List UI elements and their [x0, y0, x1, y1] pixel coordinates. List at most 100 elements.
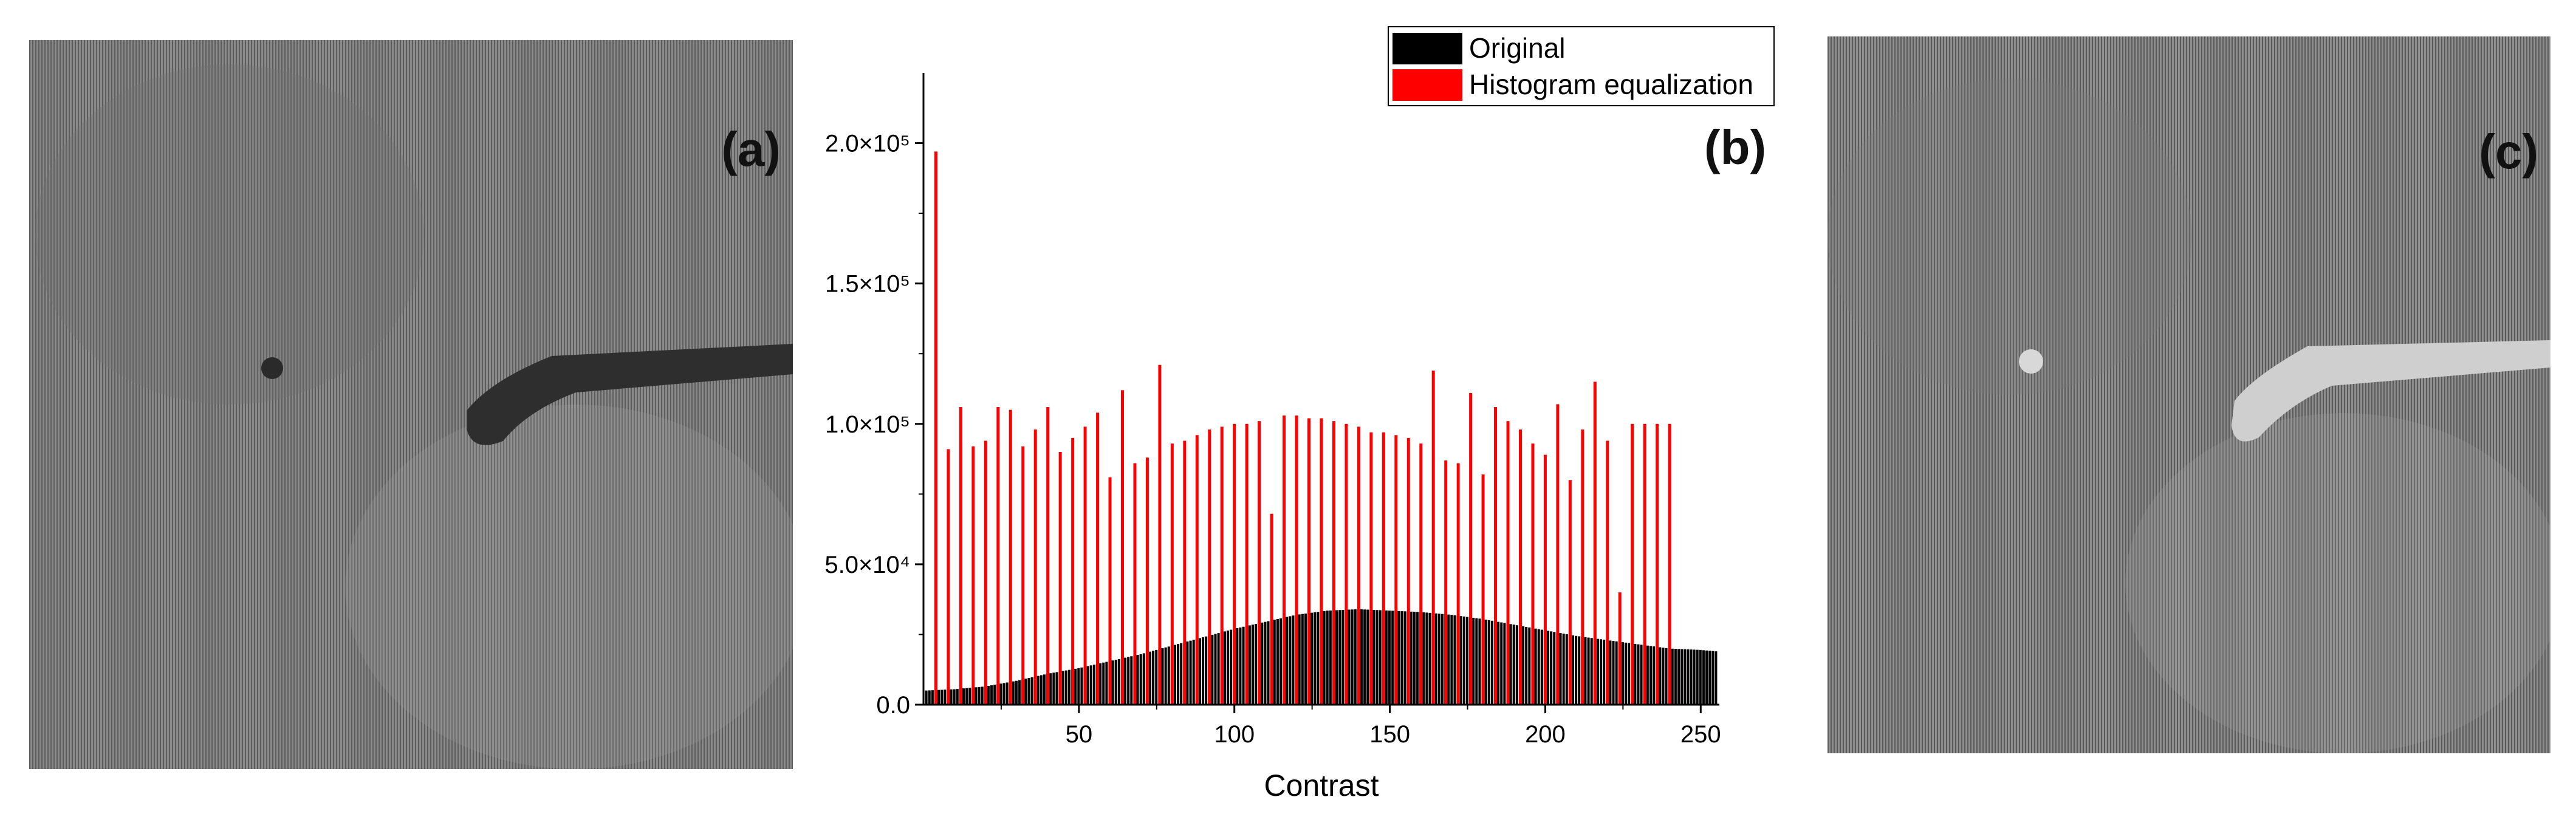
bar-equalized: [984, 440, 987, 705]
bar-equalized: [1258, 421, 1261, 705]
x-tick-label: 200: [1525, 721, 1566, 748]
bar-original: [1292, 615, 1295, 705]
bar-original: [1239, 627, 1242, 705]
bar-original: [1478, 618, 1481, 705]
bar-original: [1634, 643, 1637, 705]
bar-original: [1711, 651, 1714, 705]
bar-original: [1286, 617, 1289, 705]
bar-original: [1264, 621, 1267, 705]
bar-equalized: [1643, 423, 1646, 705]
bar-original: [1335, 610, 1338, 705]
bar-equalized: [1183, 440, 1187, 705]
bar-equalized: [1058, 452, 1062, 705]
bar-original: [1192, 640, 1195, 705]
defect-spot: [2019, 349, 2043, 374]
bar-original: [1064, 670, 1067, 705]
bar-original: [1624, 642, 1628, 705]
bar-equalized: [1357, 426, 1360, 705]
bar-equalized: [1133, 463, 1137, 705]
bar-original: [1214, 634, 1217, 705]
bar-original: [1251, 624, 1254, 705]
bar-original: [962, 688, 965, 705]
bar-original: [1571, 635, 1575, 705]
bar-original: [1301, 614, 1304, 705]
bar-original: [1690, 649, 1693, 705]
bar-original: [1360, 609, 1363, 705]
bar-original: [1693, 649, 1696, 705]
bar-original: [1348, 609, 1351, 705]
bar-original: [1640, 645, 1643, 705]
bar-original: [1553, 632, 1556, 705]
bar-equalized: [1345, 423, 1348, 705]
bar-original: [1230, 629, 1233, 705]
bar-equalized: [1158, 364, 1162, 705]
bar-original: [1534, 628, 1537, 705]
bar-original: [1323, 611, 1326, 705]
bar-original: [1599, 639, 1603, 705]
panel-label-c: (c): [2479, 125, 2538, 179]
bar-equalized: [1431, 370, 1435, 705]
bar-equalized: [1145, 457, 1149, 705]
bar-original: [1659, 647, 1662, 705]
bar-original: [1142, 653, 1145, 705]
bar-original: [1127, 657, 1130, 705]
bar-equalized: [1233, 423, 1236, 705]
bar-original: [1217, 633, 1220, 705]
bar-original: [1117, 659, 1120, 705]
bar-original: [1425, 612, 1428, 705]
bar-equalized: [1170, 443, 1174, 705]
bar-original: [1674, 649, 1677, 705]
bar-original: [1497, 621, 1500, 705]
bar-equalized: [1419, 443, 1423, 705]
bar-original: [1649, 646, 1652, 705]
bar-original: [1086, 666, 1089, 705]
bar-equalized: [1668, 423, 1671, 705]
bar-equalized: [1406, 437, 1410, 705]
bar-original: [1102, 662, 1105, 705]
bar-original: [1089, 665, 1092, 705]
bar-original: [1528, 627, 1531, 705]
chart-legend: Original Histogram equalization: [1388, 26, 1775, 106]
defect-streak: [467, 344, 793, 445]
bar-original: [1702, 650, 1705, 705]
bar-original: [1680, 649, 1684, 705]
bar-original: [1422, 612, 1425, 705]
bar-original: [1465, 617, 1469, 705]
bar-equalized: [1283, 415, 1286, 705]
bar-original: [968, 688, 971, 705]
bar-original: [1714, 651, 1718, 705]
bar-original: [999, 683, 1002, 705]
bar-original: [1002, 683, 1005, 705]
bar-original: [1111, 660, 1114, 705]
bar-original: [950, 689, 953, 705]
bar-equalized: [934, 151, 937, 705]
bar-original: [1223, 631, 1226, 705]
bar-original: [1621, 642, 1624, 705]
bar-original: [1027, 678, 1030, 705]
bar-original: [1662, 648, 1665, 705]
bar-original: [990, 685, 993, 705]
bar-original: [1562, 634, 1565, 705]
bar-original: [1475, 618, 1478, 705]
bar-original: [1061, 671, 1064, 705]
equalized-micrograph: [1828, 36, 2550, 753]
bar-original: [965, 688, 968, 705]
histogram-svg: 50 100 150 200 250 0.0 5.0×10⁴ 1.0×10⁵ 1.5×10⁵ 2.…: [824, 26, 1775, 802]
bar-original: [1490, 620, 1493, 705]
x-axis-label: Contrast: [1264, 768, 1379, 802]
bar-original: [1242, 626, 1245, 705]
bar-original: [1628, 643, 1631, 705]
bar-original: [1441, 614, 1444, 705]
bar-original: [1024, 679, 1027, 705]
bar-original: [1416, 612, 1419, 705]
bar-original: [1139, 654, 1142, 705]
bar-original: [987, 686, 990, 705]
bar-equalized: [1320, 418, 1323, 705]
bar-original: [1254, 624, 1258, 705]
bar-original: [1525, 626, 1528, 705]
bar-original: [1317, 612, 1320, 705]
bar-original: [1276, 619, 1279, 705]
bar-original: [1130, 656, 1133, 705]
bar-original: [1248, 625, 1251, 705]
bar-equalized: [1556, 404, 1560, 705]
